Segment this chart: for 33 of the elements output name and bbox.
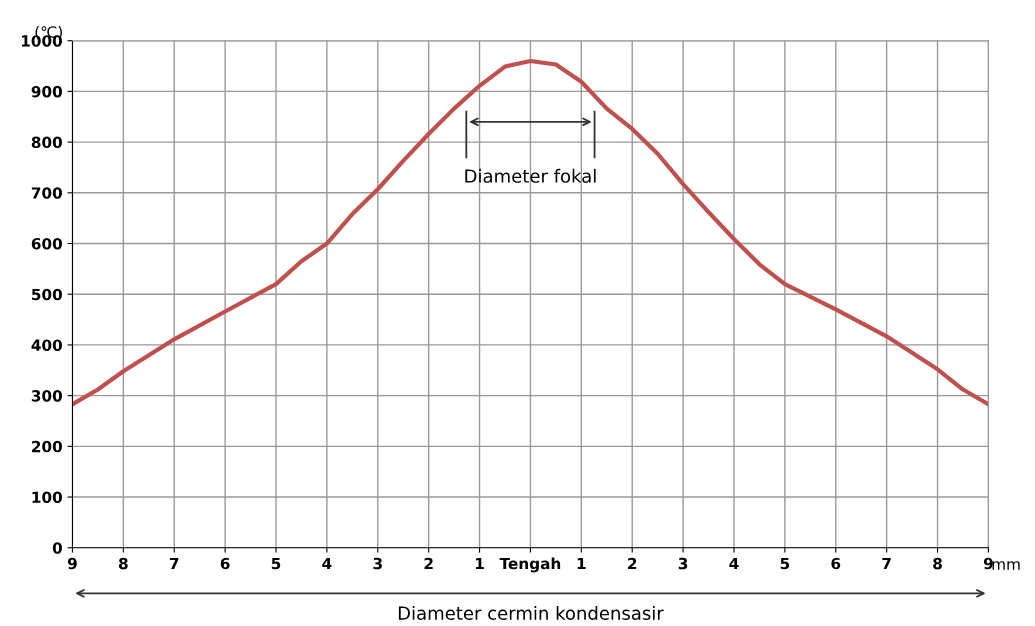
y-tick-label: 500 bbox=[32, 288, 62, 301]
y-tick-label: 800 bbox=[31, 136, 62, 149]
y-tick-label: 400 bbox=[31, 339, 62, 351]
x-tick-label: 1 bbox=[577, 557, 586, 570]
y-tick-label: 200 bbox=[32, 440, 62, 453]
x-tick-label: 2 bbox=[628, 557, 637, 570]
line-series bbox=[72, 58, 989, 407]
x-tick-label: 8 bbox=[118, 557, 128, 570]
x-tick-label: 7 bbox=[169, 557, 179, 570]
x-tick-label: 4 bbox=[322, 557, 332, 570]
x-tick-label: 4 bbox=[729, 557, 739, 570]
x-axis-title: mm bbox=[992, 561, 1020, 570]
annotation: Diameter fokal bbox=[465, 168, 596, 183]
x-tick-label: 3 bbox=[678, 557, 688, 570]
x-tick-label: 7 bbox=[882, 557, 891, 570]
x-tick-label: Tengah bbox=[499, 557, 561, 573]
text: Diameter cermin kondensasir bbox=[398, 605, 664, 620]
y-tick-label: 600 bbox=[31, 237, 62, 250]
x-tick-label: 1 bbox=[475, 557, 484, 570]
x-tick-label: 9 bbox=[67, 557, 77, 570]
x-tick-label: 6 bbox=[831, 557, 841, 570]
x-tick-label: 2 bbox=[424, 557, 433, 570]
y-tick-label: 100 bbox=[32, 491, 62, 504]
x-tick-label: 6 bbox=[220, 557, 230, 570]
x-tick-label: 8 bbox=[933, 557, 942, 570]
x-tick-label: 5 bbox=[780, 557, 790, 570]
y-tick-label: 0 bbox=[52, 542, 62, 554]
x-tick-label: 5 bbox=[271, 557, 281, 570]
x-tick-label: 9 bbox=[983, 557, 993, 570]
y-tick-label: 900 bbox=[31, 85, 62, 98]
y-tick-label: 700 bbox=[31, 187, 62, 199]
y-tick-label: 300 bbox=[31, 390, 62, 402]
x-tick-label: 3 bbox=[373, 557, 382, 570]
